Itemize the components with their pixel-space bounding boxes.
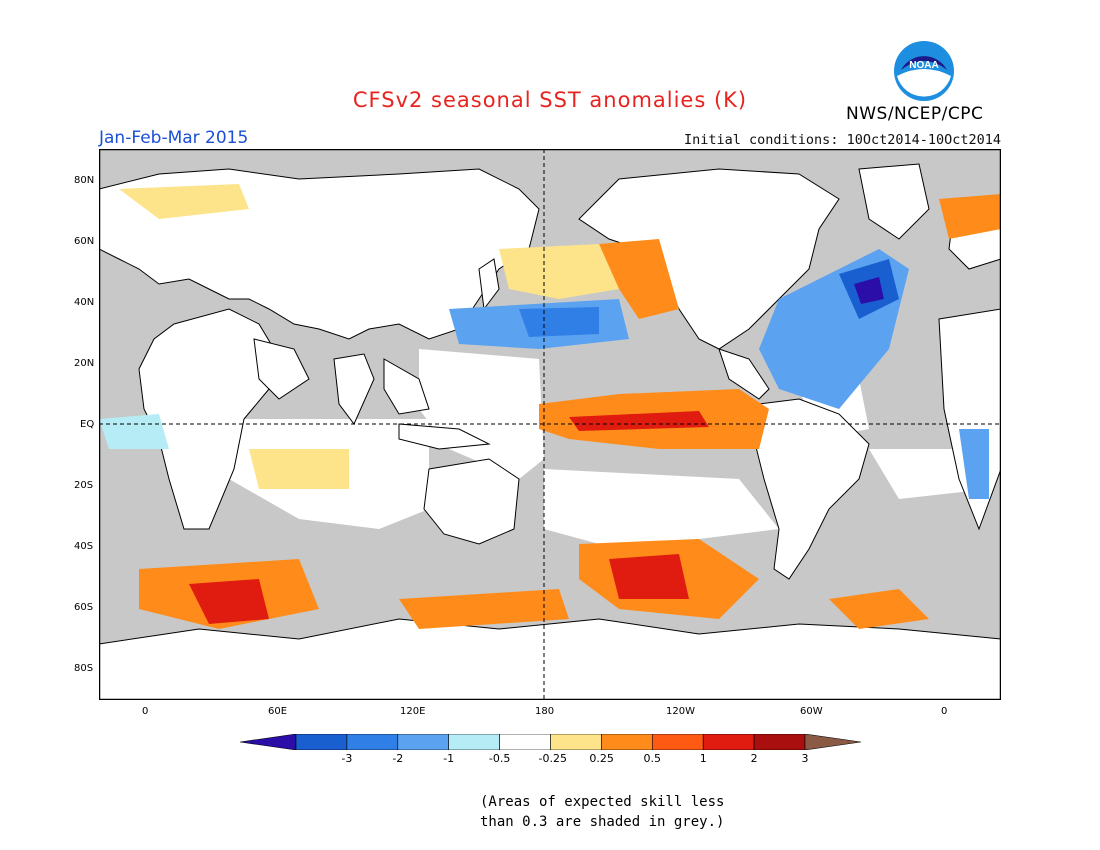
land-central-america: [718, 348, 770, 400]
lon-label: 180: [535, 706, 555, 717]
anomaly-ne-pacific: [599, 239, 679, 319]
legend-swatch: [295, 734, 348, 750]
lon-label: 120E: [400, 706, 426, 717]
lon-label: 60E: [268, 706, 288, 717]
anomaly-n-atlantic: [119, 184, 249, 219]
anomaly-equatorial-core: [569, 411, 709, 431]
anomaly-white-spacific: [544, 469, 779, 544]
agency-label: NWS/NCEP/CPC: [846, 104, 984, 124]
anomaly-nw-europe: [939, 194, 1001, 239]
land-arabia: [253, 338, 310, 400]
lon-label: 120W: [666, 706, 695, 717]
lat-label: 40N: [74, 297, 95, 308]
legend-tick-label: 1: [699, 752, 707, 765]
lat-label: 40S: [74, 541, 94, 552]
initial-conditions: Initial conditions: 10Oct2014-10Oct2014: [684, 132, 1001, 148]
map-frame: [99, 149, 1001, 700]
legend-swatch: [702, 734, 755, 750]
legend-swatch: [346, 734, 399, 750]
lat-label: 80S: [74, 663, 94, 674]
forecast-period: Jan-Feb-Mar 2015: [99, 128, 249, 148]
anomaly-sa-west-cool: [959, 429, 989, 499]
lat-label: 60S: [74, 602, 94, 613]
land-south-america: [753, 398, 870, 580]
legend-swatch: [804, 734, 861, 750]
legend-swatch: [397, 734, 450, 750]
lon-label: 60W: [800, 706, 823, 717]
sst-anomaly-map: [99, 149, 1001, 700]
noaa-logo: NOAA: [894, 41, 954, 101]
legend-tick-label: -0.25: [538, 752, 567, 765]
anomaly-nw-pacific-core: [519, 307, 599, 337]
anomaly-southern-indian-core: [189, 579, 269, 624]
anomaly-southern-ocean-mid: [399, 589, 569, 629]
legend-swatch: [753, 734, 806, 750]
anomaly-s-atlantic-south: [829, 589, 929, 629]
land-antarctica: [99, 618, 1001, 700]
legend-swatch: [499, 734, 551, 750]
cool-anomalies: [99, 249, 989, 499]
note-line-2: than 0.3 are shaded in grey.): [480, 814, 725, 830]
legend-tick-label: -1: [443, 752, 455, 765]
legend-swatch: [651, 734, 704, 750]
legend-tick-label: 0.5: [643, 752, 662, 765]
anomaly-south-pacific-core: [609, 554, 689, 599]
legend-tick-label: -0.5: [488, 752, 511, 765]
anomaly-ne-pacific-yellow: [499, 244, 619, 299]
land-japan: [478, 258, 500, 311]
lat-label: 20S: [74, 480, 94, 491]
land-india: [333, 353, 375, 425]
legend-tick-label: 3: [801, 752, 809, 765]
lon-label: 0: [941, 706, 948, 717]
legend-tick-label: -2: [392, 752, 404, 765]
note-line-1: (Areas of expected skill less: [480, 794, 725, 810]
land-africa: [138, 308, 275, 530]
legend-swatch: [550, 734, 602, 750]
land-greenland: [858, 163, 930, 240]
lat-label: 60N: [74, 236, 95, 247]
lat-label: 20N: [74, 358, 95, 369]
legend-tick-label: 0.25: [589, 752, 614, 765]
lon-label: 0: [142, 706, 149, 717]
legend-swatch: [601, 734, 653, 750]
lat-label: EQ: [80, 419, 95, 430]
legend-tick-label: -3: [341, 752, 353, 765]
land-australia: [423, 458, 520, 545]
anomaly-indian-yellow: [249, 449, 349, 489]
legend-swatch: [240, 734, 297, 750]
anomaly-africa-west-cool: [99, 414, 169, 449]
legend-swatch: [448, 734, 500, 750]
map-title: CFSv2 seasonal SST anomalies (K): [352, 88, 748, 112]
land-indonesia: [398, 423, 491, 450]
color-legend: [240, 734, 861, 750]
anomaly-n-atlantic-deep: [854, 277, 884, 304]
logo-text: NOAA: [909, 60, 938, 71]
skill-note: (Areas of expected skill less than 0.3 a…: [480, 792, 724, 832]
legend-tick-label: 2: [750, 752, 758, 765]
land-seasia: [383, 358, 430, 415]
lat-label: 80N: [74, 175, 95, 186]
warm-anomalies: [119, 184, 1001, 629]
